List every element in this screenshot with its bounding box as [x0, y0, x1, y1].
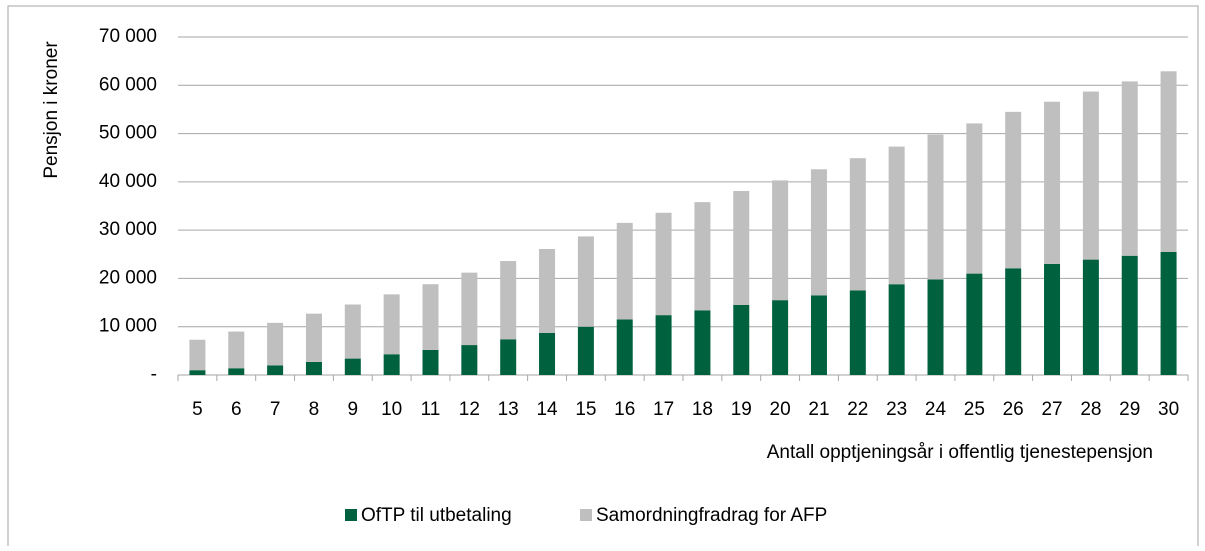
x-tick-label: 14	[536, 399, 558, 420]
x-tick-label: 21	[808, 399, 829, 420]
legend-swatch	[345, 509, 357, 521]
legend-label: Samordningfradrag for AFP	[596, 505, 827, 526]
bar-segment	[422, 349, 439, 375]
x-tick-label: 13	[498, 399, 519, 420]
x-tick-label: 17	[653, 399, 674, 420]
bar-segment	[1121, 81, 1138, 256]
bar-segment	[344, 304, 361, 359]
bar-segment	[772, 180, 789, 301]
bar-segment	[189, 339, 206, 371]
bar-segment	[927, 134, 944, 280]
bar-segment	[422, 284, 439, 350]
y-tick-label: 30 000	[99, 219, 157, 240]
bar-segment	[539, 248, 556, 333]
x-tick-label: 19	[731, 399, 752, 420]
bar-segment	[849, 290, 866, 375]
y-tick-label: 70 000	[99, 26, 157, 47]
y-tick-label: 10 000	[99, 316, 157, 337]
bar-segment	[1044, 263, 1061, 375]
chart-border	[7, 5, 1199, 551]
bar-segment	[966, 123, 983, 274]
bar-segment	[733, 191, 750, 305]
bar-segment	[383, 354, 400, 375]
bar-segment	[733, 304, 750, 375]
x-tick-label: 16	[614, 399, 635, 420]
x-tick-label: 27	[1041, 399, 1062, 420]
legend-swatch	[580, 509, 592, 521]
bar-segment	[577, 236, 594, 327]
x-tick-label: 29	[1119, 399, 1140, 420]
bar-segment	[616, 222, 633, 320]
bar-segment	[888, 284, 905, 375]
bar-segment	[305, 361, 322, 375]
bar-segment	[694, 202, 711, 311]
bar-segment	[616, 319, 633, 375]
x-tick-label: 12	[459, 399, 480, 420]
bar-segment	[1005, 111, 1022, 269]
bar-segment	[1005, 268, 1022, 375]
legend-label: OfTP til utbetaling	[361, 505, 512, 526]
x-tick-label: 30	[1158, 399, 1179, 420]
y-tick-label: -	[151, 364, 157, 385]
x-tick-label: 9	[348, 399, 359, 420]
bar-segment	[772, 300, 789, 375]
bar-segment	[344, 358, 361, 375]
x-tick-label: 10	[381, 399, 402, 420]
y-tick-label: 40 000	[99, 171, 157, 192]
bar-segment	[267, 365, 284, 375]
bar-segment	[694, 310, 711, 375]
bar-segment	[810, 295, 827, 375]
x-tick-label: 20	[770, 399, 791, 420]
bar-segment	[228, 368, 245, 375]
bar-segment	[500, 339, 517, 375]
x-tick-label: 6	[231, 399, 242, 420]
x-tick-label: 8	[309, 399, 320, 420]
x-tick-label: 28	[1080, 399, 1101, 420]
bar-segment	[655, 212, 672, 316]
bar-segment	[539, 332, 556, 375]
bar-segment	[966, 273, 983, 375]
x-tick-label: 7	[270, 399, 281, 420]
bar-segment	[461, 345, 478, 375]
bar-segment	[267, 322, 284, 366]
y-axis-title: Pensjon i kroner	[41, 41, 62, 179]
y-tick-label: 50 000	[99, 123, 157, 144]
bar-segment	[810, 169, 827, 296]
bar-segment	[305, 313, 322, 362]
bar-segment	[1082, 91, 1099, 260]
bar-segment	[849, 158, 866, 291]
x-tick-label: 18	[692, 399, 713, 420]
y-tick-label: 60 000	[99, 74, 157, 95]
x-tick-label: 11	[421, 399, 441, 420]
x-tick-label: 23	[886, 399, 907, 420]
bar-segment	[189, 370, 206, 375]
bar-segment	[1044, 101, 1061, 264]
x-tick-label: 15	[575, 399, 596, 420]
bar-segment	[1082, 259, 1099, 375]
bar-segment	[927, 279, 944, 375]
bar-segment	[383, 294, 400, 355]
x-tick-label: 5	[192, 399, 203, 420]
x-tick-label: 26	[1003, 399, 1024, 420]
x-tick-label: 24	[925, 399, 947, 420]
bar-segment	[1160, 71, 1177, 252]
x-tick-label: 25	[964, 399, 985, 420]
bar-segment	[655, 315, 672, 375]
bar-segment	[500, 261, 517, 340]
y-tick-label: 20 000	[99, 267, 157, 288]
bar-segment	[577, 326, 594, 375]
x-tick-label: 22	[847, 399, 868, 420]
bar-segment	[461, 272, 478, 346]
x-axis-title: Antall opptjeningsår i offentlig tjenest…	[767, 442, 1153, 463]
bar-segment	[228, 331, 245, 369]
bar-segment	[888, 146, 905, 285]
bar-segment	[1121, 255, 1138, 375]
bar-segment	[1160, 251, 1177, 375]
